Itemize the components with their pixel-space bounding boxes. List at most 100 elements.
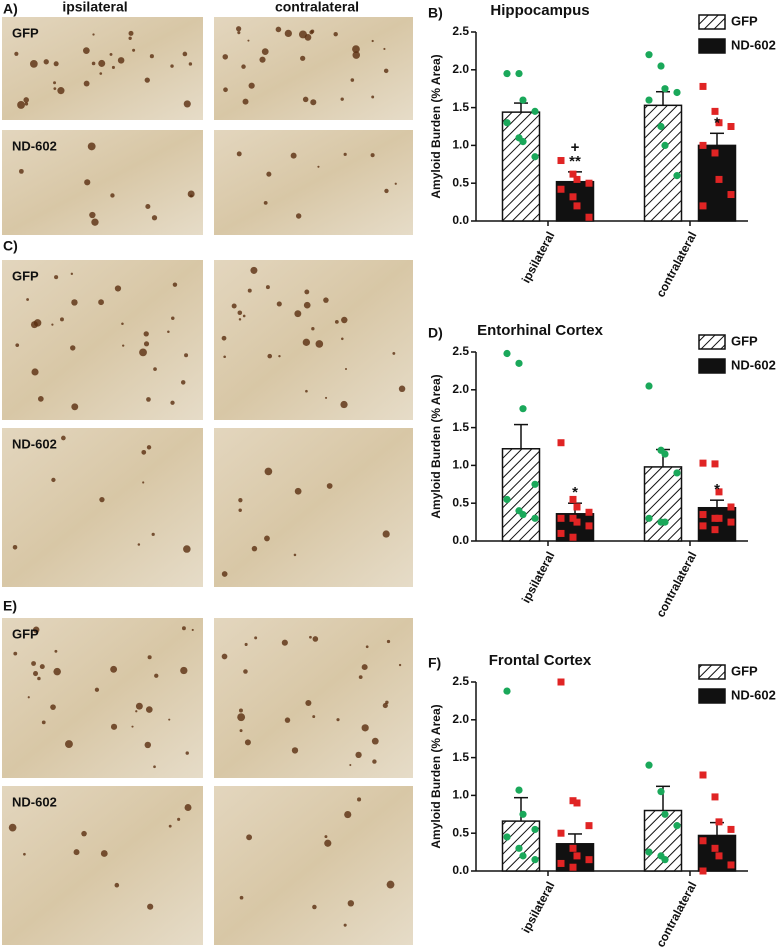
data-point <box>503 119 511 127</box>
plaque <box>61 435 66 441</box>
data-point <box>715 852 723 860</box>
plaque <box>222 54 229 60</box>
plaque <box>341 316 348 324</box>
plaque <box>32 626 40 634</box>
plaque <box>242 314 246 318</box>
micrograph <box>2 17 203 120</box>
plaque <box>13 651 18 656</box>
data-point <box>727 191 735 199</box>
plaque <box>305 699 312 707</box>
plaque <box>239 895 244 900</box>
plaque <box>333 31 338 37</box>
plaque <box>110 193 115 198</box>
plaque <box>23 852 26 856</box>
plaque <box>370 153 375 158</box>
legend-swatch <box>698 358 726 374</box>
plaque <box>357 797 362 802</box>
data-point <box>569 844 577 852</box>
x-tick-label: contralateral <box>653 549 699 619</box>
y-tick-label: 2.0 <box>452 712 469 726</box>
y-tick-label: 1.5 <box>452 100 469 114</box>
data-point <box>727 825 735 833</box>
plaque <box>312 715 316 719</box>
data-point <box>657 788 665 796</box>
plaque <box>241 64 246 69</box>
plaque <box>171 316 175 320</box>
plaque <box>71 403 79 411</box>
x-tick-label: contralateral <box>653 229 699 299</box>
plaque <box>71 299 78 306</box>
plaque <box>312 636 319 642</box>
data-point <box>715 818 723 826</box>
data-point <box>569 170 577 178</box>
data-point <box>519 510 527 519</box>
legend-swatch <box>698 334 726 350</box>
plaque <box>131 725 134 728</box>
plaque <box>244 642 248 647</box>
plaque <box>281 639 288 646</box>
plaque <box>153 765 156 769</box>
plaque <box>43 59 49 65</box>
plaque <box>191 628 194 632</box>
plaque <box>109 52 113 56</box>
data-point <box>715 514 723 522</box>
plaque <box>99 72 103 75</box>
plaque <box>305 389 308 393</box>
plaque <box>237 713 246 722</box>
plaque <box>326 483 333 489</box>
plaque <box>139 348 147 357</box>
y-tick-label: 1.5 <box>452 750 469 764</box>
plaque <box>278 354 281 358</box>
data-point <box>557 859 565 867</box>
plaque <box>180 380 186 385</box>
data-point <box>519 405 527 413</box>
data-point <box>519 96 527 104</box>
plaque <box>41 720 46 725</box>
plaque <box>398 385 406 393</box>
plaque <box>248 82 255 89</box>
plaque <box>184 804 192 812</box>
plaque <box>53 87 57 91</box>
data-point <box>661 141 669 149</box>
data-point <box>557 185 565 193</box>
plaque <box>128 36 132 40</box>
plaque <box>284 717 291 723</box>
plaque <box>188 62 193 66</box>
data-point <box>645 514 653 522</box>
data-point <box>573 503 581 511</box>
data-point <box>661 518 669 526</box>
plaque <box>12 544 18 550</box>
data-point <box>585 522 593 530</box>
plaque <box>189 194 193 198</box>
data-point <box>569 533 577 541</box>
y-tick-label: 2.5 <box>452 674 469 688</box>
plaque <box>121 322 124 326</box>
legend-swatch <box>698 38 726 54</box>
plaque <box>382 703 388 709</box>
panel-label: F) <box>428 655 441 671</box>
plaque <box>98 59 106 67</box>
data-point <box>585 508 593 516</box>
plaque <box>311 327 315 331</box>
data-point <box>569 193 577 201</box>
x-tick-label: ipsilateral <box>519 549 558 605</box>
data-point <box>661 85 669 93</box>
plaque <box>135 710 138 713</box>
data-point <box>573 202 581 210</box>
plaque <box>114 285 122 292</box>
plaque <box>27 696 30 699</box>
row-label: GFP <box>12 268 39 283</box>
data-point <box>557 529 565 537</box>
data-point <box>727 518 735 526</box>
plaque <box>254 636 258 640</box>
chart-title: Entorhinal Cortex <box>477 322 604 339</box>
plaque <box>29 60 38 68</box>
plaque <box>167 330 170 334</box>
plaque <box>294 310 302 318</box>
micrograph <box>214 130 413 235</box>
plaque <box>51 323 54 326</box>
plaque <box>276 301 282 307</box>
plaque <box>324 835 328 839</box>
data-point <box>699 771 707 779</box>
plaque <box>221 571 228 577</box>
